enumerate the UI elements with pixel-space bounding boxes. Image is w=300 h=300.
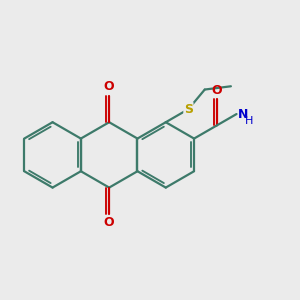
Text: S: S: [184, 103, 193, 116]
Text: O: O: [104, 216, 115, 229]
Text: O: O: [104, 80, 115, 94]
Text: N: N: [238, 108, 248, 121]
Text: O: O: [212, 84, 222, 97]
Text: H: H: [245, 116, 253, 126]
